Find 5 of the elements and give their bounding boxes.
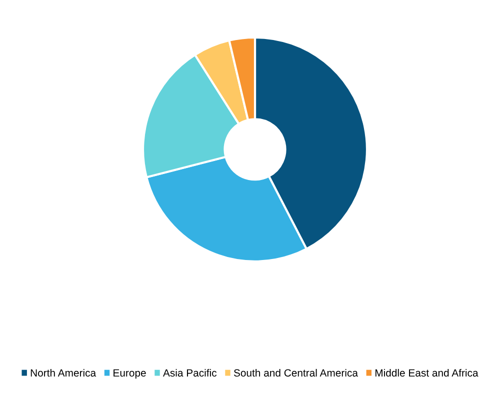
legend-label: South and Central America — [234, 368, 358, 377]
legend-label: Asia Pacific — [162, 368, 217, 377]
legend-label: North America — [30, 368, 96, 377]
legend-label: Middle East and Africa — [375, 368, 478, 377]
legend-label: Europe — [114, 369, 146, 379]
